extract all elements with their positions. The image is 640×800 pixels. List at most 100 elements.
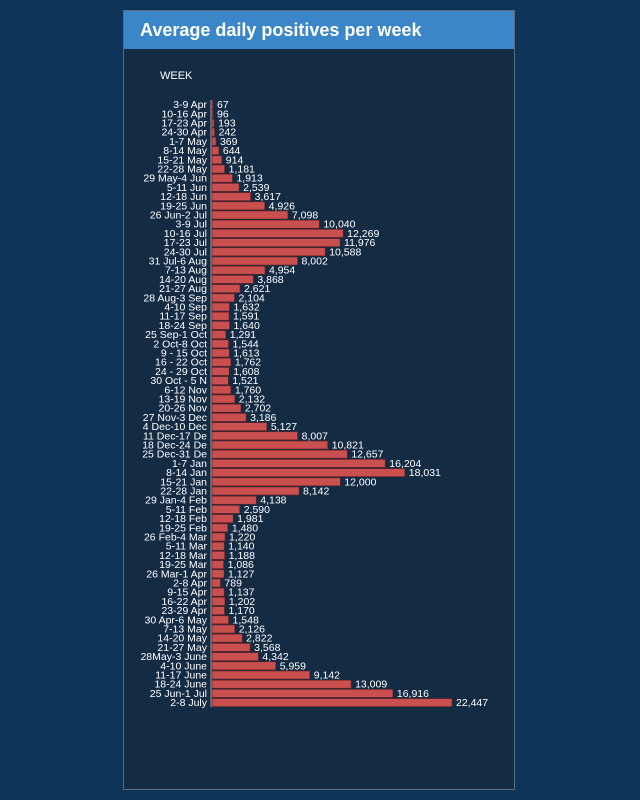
- value-label: 4,954: [269, 265, 295, 277]
- bar: [211, 422, 268, 431]
- week-label: 8-14 Jan: [166, 467, 207, 479]
- bar: [211, 339, 229, 349]
- value-label: 1,086: [228, 559, 254, 571]
- week-label: 28May-3 June: [140, 651, 207, 663]
- bar: [211, 440, 328, 450]
- bar: [211, 670, 311, 680]
- week-label: 1-7 May: [169, 136, 208, 148]
- bar: [211, 541, 225, 551]
- value-label: 1,202: [229, 596, 255, 608]
- week-label: 12-18 Jun: [160, 191, 207, 203]
- value-label: 242: [219, 127, 237, 139]
- week-label: 19-25 Mar: [159, 559, 207, 571]
- value-label: 2,126: [239, 624, 265, 636]
- value-label: 2,132: [239, 394, 265, 406]
- value-label: 2,621: [244, 283, 270, 295]
- week-label: 19-25 Feb: [159, 522, 207, 534]
- bar: [211, 385, 232, 395]
- value-label: 22,447: [456, 697, 488, 709]
- week-label: 25 Jun-1 Jul: [150, 688, 207, 700]
- bar: [211, 394, 236, 404]
- value-label: 1,291: [230, 329, 256, 341]
- week-label: 31 Jul-6 Aug: [149, 256, 208, 268]
- value-label: 193: [218, 118, 236, 130]
- value-label: 11,976: [344, 237, 375, 249]
- week-label: 11 Dec-17 De: [143, 430, 207, 442]
- value-label: 3,568: [254, 642, 280, 654]
- bar: [211, 330, 227, 339]
- value-label: 4,342: [262, 651, 288, 663]
- value-label: 644: [223, 145, 241, 157]
- bar: [211, 477, 341, 487]
- value-label: 1,591: [233, 311, 259, 323]
- bar: [211, 293, 235, 303]
- week-label: 24-30 Jul: [164, 246, 207, 258]
- chart-panel: Average daily positives per week WEEK: [123, 10, 515, 790]
- bar: [211, 155, 223, 165]
- week-label: 30 Apr-6 May: [145, 614, 208, 626]
- value-label: 1,480: [232, 522, 258, 534]
- value-label: 1,548: [233, 614, 259, 626]
- week-label: 15-21 Jan: [160, 476, 207, 488]
- bar: [211, 633, 243, 643]
- value-label: 1,127: [228, 568, 254, 580]
- value-label: 3,617: [255, 191, 281, 203]
- value-label: 2,590: [244, 504, 270, 516]
- week-label: 26 Jun-2 Jul: [150, 210, 207, 222]
- week-label: 28 Aug-3 Sep: [143, 292, 207, 304]
- value-label: 12,269: [347, 228, 379, 240]
- value-label: 3,186: [250, 412, 276, 424]
- bar: [211, 505, 240, 514]
- value-label: 1,140: [228, 541, 254, 553]
- value-label: 10,821: [332, 440, 364, 452]
- bar: [211, 321, 230, 330]
- week-label: 4-10 Sep: [164, 302, 207, 314]
- week-label: 26 Feb-4 Mar: [144, 532, 208, 544]
- bar: [211, 118, 215, 128]
- bar: [211, 183, 240, 192]
- week-label: 14-20 Aug: [159, 274, 207, 286]
- bar: [211, 606, 225, 615]
- week-label: 8-14 May: [163, 145, 208, 157]
- bar: [211, 468, 406, 477]
- week-label: 16-22 Apr: [161, 596, 207, 608]
- value-label: 914: [226, 154, 244, 166]
- panel-title: Average daily positives per week: [124, 11, 514, 49]
- week-label: 24-30 Apr: [161, 127, 207, 139]
- week-label: 20-26 Nov: [159, 403, 208, 415]
- week-label: 16 - 22 Oct: [155, 357, 207, 369]
- value-label: 8,142: [303, 486, 329, 498]
- value-label: 8,002: [302, 256, 328, 268]
- bar: [211, 403, 242, 413]
- value-label: 1,220: [229, 532, 255, 544]
- value-label: 16,204: [389, 458, 421, 470]
- value-label: 789: [224, 578, 242, 590]
- bar: [211, 367, 230, 376]
- bar: [211, 127, 215, 137]
- week-axis-header: WEEK: [160, 70, 193, 82]
- bar: [211, 679, 352, 689]
- week-label: 5-11 Jun: [167, 182, 207, 194]
- bar: [211, 100, 214, 109]
- value-label: 7,098: [292, 210, 318, 222]
- week-label: 5-11 Mar: [166, 541, 208, 553]
- value-label: 1,632: [233, 302, 259, 314]
- value-label: 1,170: [229, 605, 255, 617]
- week-label: 2 Oct-8 Oct: [153, 338, 207, 350]
- bar: [211, 201, 265, 211]
- week-label: 7-13 Aug: [165, 265, 207, 277]
- bar: [211, 495, 257, 505]
- bar: [211, 578, 221, 588]
- week-label: 18-24 Sep: [159, 320, 208, 332]
- bar: [211, 219, 320, 229]
- value-label: 67: [217, 99, 229, 111]
- bar: [211, 109, 214, 119]
- week-label: 11-17 June: [155, 670, 207, 682]
- week-label: 15-21 May: [157, 154, 207, 166]
- week-label: 3-9 Jul: [175, 219, 207, 231]
- bar: [211, 348, 230, 358]
- bar: [211, 164, 225, 174]
- value-label: 1,981: [237, 513, 263, 525]
- value-label: 18,031: [409, 467, 441, 479]
